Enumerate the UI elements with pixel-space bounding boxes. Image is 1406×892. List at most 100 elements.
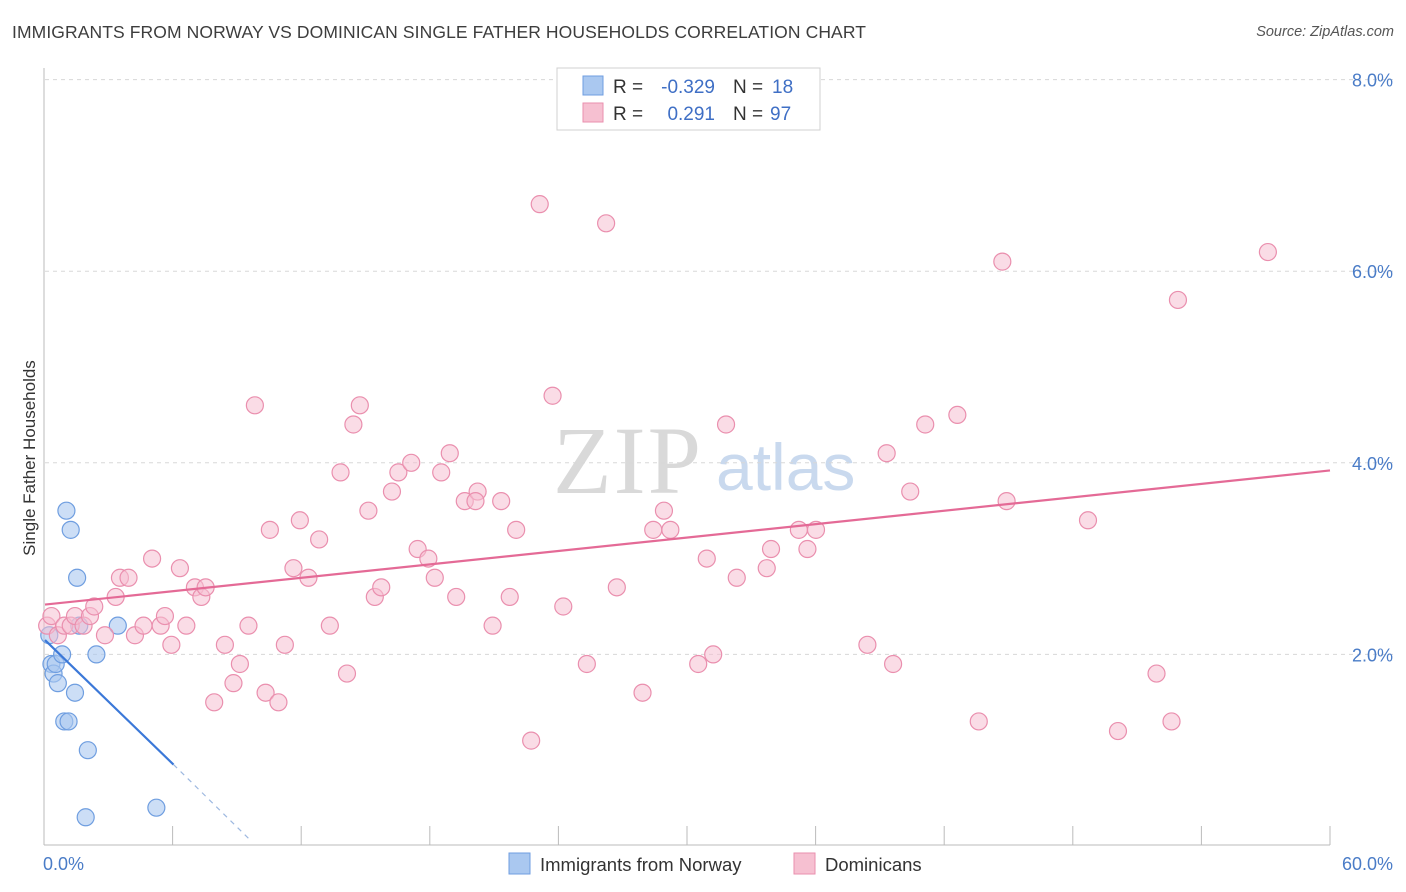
dominican-point-83	[858, 635, 877, 654]
legend-r-value-dominican: 0.291	[667, 104, 715, 125]
dominican-point-71	[654, 501, 674, 520]
dominican-point-60	[500, 587, 519, 607]
norway-point-9	[61, 520, 80, 539]
dominican-point-68	[607, 578, 626, 597]
norway-trend-line	[44, 639, 175, 766]
dominican-point-24	[205, 693, 224, 712]
dominican-point-51	[425, 568, 444, 587]
dominican-point-78	[757, 559, 776, 578]
dominican-point-86	[901, 482, 920, 501]
dominican-point-94	[1147, 664, 1166, 683]
dominican-point-64	[543, 386, 562, 405]
dominican-point-74	[697, 549, 716, 568]
dominican-point-48	[402, 453, 421, 472]
dominican-point-88	[948, 405, 967, 424]
dominican-point-61	[507, 520, 526, 539]
dominican-point-43	[359, 501, 378, 520]
dominican-point-42	[350, 396, 369, 415]
norway-point-14	[87, 645, 106, 664]
y-tick-label-3: 8.0%	[1352, 71, 1393, 91]
bottom-legend-label-dominican: Dominicans	[825, 854, 922, 875]
norway-point-15	[108, 616, 127, 635]
dominican-point-85	[883, 654, 903, 674]
y-tick-labels: 2.0% 4.0% 6.0% 8.0%	[1352, 71, 1393, 666]
dominican-point-93	[1108, 721, 1128, 741]
dominican-point-37	[310, 530, 329, 549]
norway-point-10	[65, 683, 85, 702]
norway-point-13	[78, 741, 97, 760]
dominican-point-47	[389, 463, 408, 482]
dominican-point-90	[997, 492, 1016, 511]
stats-legend: R = -0.329 N = 18 R = 0.291 N = 97	[556, 67, 821, 131]
axes	[43, 68, 1331, 846]
norway-point-5	[53, 645, 72, 664]
norway-point-16	[147, 798, 166, 817]
norway-point-17	[76, 808, 95, 827]
legend-n-label-dominican: N =	[733, 104, 763, 125]
series-norway-points	[40, 501, 166, 827]
dominican-point-58	[483, 616, 502, 635]
watermark: ZIP atlas	[553, 407, 855, 514]
x-tick-label-min: 0.0%	[43, 854, 84, 874]
dominican-point-38	[320, 616, 339, 635]
dominican-point-62	[522, 731, 541, 750]
legend-r-value-norway: -0.329	[661, 77, 715, 98]
dominican-point-9	[95, 626, 115, 645]
dominican-point-17	[155, 606, 175, 626]
dominican-point-25	[215, 635, 234, 654]
dominican-point-57	[466, 492, 485, 511]
watermark-zip: ZIP	[553, 407, 703, 514]
dominican-point-72	[661, 520, 680, 539]
dominican-point-92	[1078, 511, 1098, 530]
dominican-point-40	[337, 664, 357, 683]
dominican-point-87	[916, 415, 935, 434]
y-axis-title: Single Father Households	[20, 360, 39, 556]
dominican-point-46	[382, 482, 402, 501]
norway-point-11	[68, 568, 87, 587]
legend-n-value-dominican: 97	[770, 104, 791, 125]
legend-swatch-dominican	[582, 102, 604, 123]
trend-lines	[44, 469, 1331, 839]
dominican-point-19	[170, 559, 190, 578]
dominican-point-66	[577, 654, 596, 674]
dominican-point-18	[162, 635, 181, 654]
dominican-point-12	[119, 568, 138, 587]
gridlines	[45, 79, 1393, 655]
dominican-point-97	[1258, 242, 1277, 262]
dominican-point-80	[789, 520, 808, 539]
dominican-point-30	[256, 683, 275, 702]
dominican-point-34	[284, 559, 303, 578]
dominican-point-41	[344, 415, 363, 434]
dominican-point-54	[447, 587, 466, 607]
norway-point-8	[59, 712, 78, 731]
dominican-point-20	[177, 616, 196, 635]
bottom-legend-swatch-norway	[508, 852, 531, 875]
dominican-point-39	[331, 463, 350, 482]
dominican-trend-line	[44, 469, 1331, 606]
bottom-legend-swatch-dominican	[793, 852, 816, 875]
source-credit: Source: ZipAtlas.com	[1256, 24, 1394, 40]
dominican-point-63	[530, 195, 549, 214]
dominican-point-77	[727, 568, 746, 587]
dominican-point-96	[1168, 290, 1188, 310]
legend-r-label-dominican: R =	[613, 104, 643, 125]
dominican-point-95	[1162, 712, 1181, 731]
dominican-point-14	[134, 616, 153, 635]
dominican-point-81	[798, 539, 817, 559]
dominican-point-67	[597, 214, 616, 233]
norway-point-4	[48, 674, 67, 693]
dominican-point-84	[877, 444, 896, 463]
dominican-point-27	[230, 654, 249, 674]
dominican-point-45	[372, 578, 391, 597]
dominican-point-79	[761, 539, 781, 559]
x-tick-label-max: 60.0%	[1342, 854, 1393, 874]
dominican-point-70	[644, 520, 663, 539]
dominican-point-89	[969, 712, 988, 731]
dominican-point-35	[290, 511, 309, 530]
dominican-point-1	[42, 606, 61, 626]
dominican-point-59	[492, 492, 511, 511]
dominican-point-91	[993, 252, 1012, 271]
bottom-legend-label-norway: Immigrants from Norway	[540, 854, 742, 875]
norway-trend-extension	[173, 764, 249, 839]
series-legend: Immigrants from Norway Dominicans	[508, 852, 922, 875]
